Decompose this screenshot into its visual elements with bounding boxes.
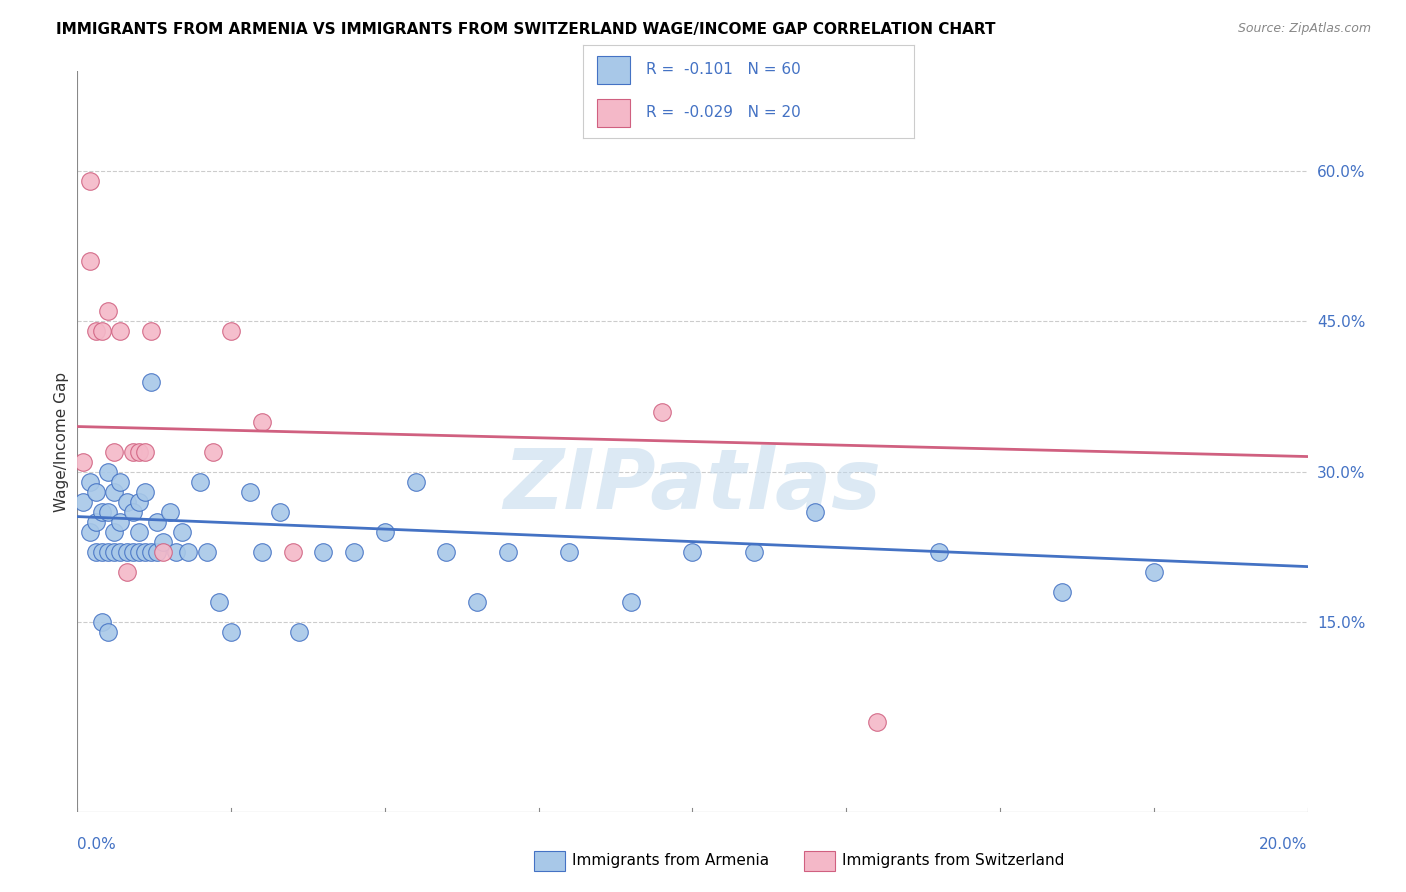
Point [110, 544, 132, 558]
Text: 20.0%: 20.0% [1260, 837, 1308, 852]
Point [103, 524, 125, 539]
Point [159, 505, 181, 519]
Point [405, 475, 427, 489]
Bar [596, 56, 630, 84]
Point [79, 254, 101, 268]
Point [97, 544, 120, 558]
Point [208, 594, 231, 608]
Point [97, 465, 120, 479]
Point [239, 484, 262, 499]
Point [141, 325, 163, 339]
Text: Immigrants from Switzerland: Immigrants from Switzerland [842, 854, 1064, 868]
Point [742, 544, 765, 558]
Point [72, 494, 94, 508]
Point [79, 524, 101, 539]
Point [134, 544, 156, 558]
Point [165, 544, 187, 558]
Point [1143, 565, 1166, 579]
Point [250, 415, 273, 429]
Point [146, 515, 169, 529]
Point [152, 534, 174, 549]
Text: ZIPatlas: ZIPatlas [503, 445, 882, 526]
Point [312, 544, 335, 558]
Point [250, 544, 273, 558]
Text: R =  -0.029   N = 20: R = -0.029 N = 20 [647, 105, 801, 120]
Point [343, 544, 366, 558]
Point [269, 505, 291, 519]
Point [682, 544, 704, 558]
Point [72, 454, 94, 468]
Point [79, 174, 101, 188]
Y-axis label: Wage/Income Gap: Wage/Income Gap [53, 371, 69, 512]
Point [141, 544, 163, 558]
Point [134, 484, 156, 499]
Point [110, 325, 132, 339]
Point [84, 484, 107, 499]
Point [97, 505, 120, 519]
Point [465, 594, 488, 608]
Point [97, 624, 120, 639]
Point [804, 505, 827, 519]
Point [90, 325, 114, 339]
Point [219, 624, 242, 639]
Point [128, 524, 150, 539]
Point [103, 544, 125, 558]
Point [128, 544, 150, 558]
Point [374, 524, 396, 539]
Text: 0.0%: 0.0% [77, 837, 117, 852]
Point [79, 475, 101, 489]
Point [90, 544, 114, 558]
Point [115, 544, 138, 558]
Point [201, 444, 224, 458]
Point [195, 544, 218, 558]
Point [128, 494, 150, 508]
Point [115, 565, 138, 579]
Point [110, 475, 132, 489]
Point [121, 444, 143, 458]
Point [141, 375, 163, 389]
Point [436, 544, 458, 558]
Point [84, 325, 107, 339]
Bar [596, 99, 630, 127]
Text: Immigrants from Armenia: Immigrants from Armenia [572, 854, 769, 868]
Point [90, 615, 114, 629]
Point [97, 304, 120, 318]
Point [121, 505, 143, 519]
Point [121, 544, 143, 558]
Text: R =  -0.101   N = 60: R = -0.101 N = 60 [647, 62, 801, 78]
Point [103, 484, 125, 499]
Point [170, 524, 193, 539]
Point [188, 475, 212, 489]
Point [115, 494, 138, 508]
Point [281, 544, 304, 558]
Point [496, 544, 519, 558]
Point [620, 594, 643, 608]
Point [84, 544, 107, 558]
Point [288, 624, 311, 639]
Point [1050, 584, 1073, 599]
Point [152, 544, 174, 558]
Point [90, 505, 114, 519]
Text: Source: ZipAtlas.com: Source: ZipAtlas.com [1237, 22, 1371, 36]
Point [558, 544, 581, 558]
Text: IMMIGRANTS FROM ARMENIA VS IMMIGRANTS FROM SWITZERLAND WAGE/INCOME GAP CORRELATI: IMMIGRANTS FROM ARMENIA VS IMMIGRANTS FR… [56, 22, 995, 37]
Point [103, 444, 125, 458]
Point [177, 544, 200, 558]
Point [84, 515, 107, 529]
Point [928, 544, 950, 558]
Point [146, 544, 169, 558]
Point [134, 444, 156, 458]
Point [219, 325, 242, 339]
Point [651, 404, 673, 418]
Point [128, 444, 150, 458]
Point [110, 515, 132, 529]
Point [866, 714, 889, 729]
